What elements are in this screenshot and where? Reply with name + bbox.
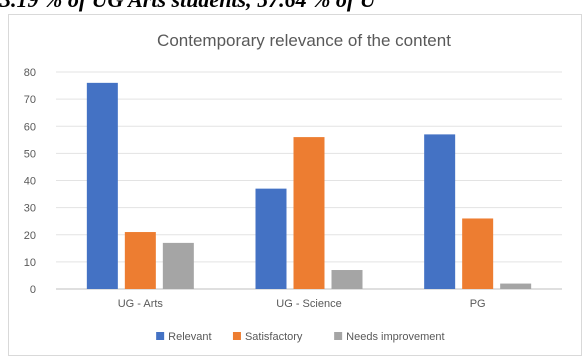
y-tick-label: 30 bbox=[24, 203, 36, 215]
legend-swatch bbox=[156, 332, 165, 340]
bar bbox=[124, 232, 156, 289]
legend: Relevant Satisfactory Needs improvement bbox=[156, 331, 445, 343]
y-tick-label: 10 bbox=[24, 257, 36, 269]
bar bbox=[462, 218, 494, 289]
bar bbox=[293, 137, 325, 289]
bar bbox=[86, 82, 118, 289]
chart-title: Contemporary relevance of the content bbox=[157, 31, 451, 50]
legend-swatch bbox=[232, 332, 241, 340]
y-tick-label: 20 bbox=[24, 230, 36, 242]
y-axis-ticks: 0 10 20 30 40 50 60 70 80 bbox=[24, 67, 36, 296]
y-tick-label: 40 bbox=[24, 176, 36, 188]
y-tick-label: 60 bbox=[24, 121, 36, 133]
legend-label: Relevant bbox=[168, 331, 211, 343]
bar bbox=[255, 188, 287, 289]
x-tick-label: UG - Science bbox=[276, 298, 341, 310]
bars bbox=[86, 82, 532, 289]
y-tick-label: 80 bbox=[24, 67, 36, 79]
x-axis-ticks: UG - Arts UG - Science PG bbox=[118, 298, 486, 310]
legend-label: Needs improvement bbox=[346, 331, 444, 343]
bar bbox=[331, 270, 363, 289]
x-tick-label: UG - Arts bbox=[118, 298, 164, 310]
x-tick-label: PG bbox=[470, 298, 486, 310]
y-tick-label: 0 bbox=[30, 284, 36, 296]
bar bbox=[162, 242, 194, 289]
document-header-text: 3.19 % of UG Arts students, 57.64 % of U bbox=[0, 0, 585, 14]
bar bbox=[424, 134, 456, 289]
y-tick-label: 70 bbox=[24, 94, 36, 106]
y-tick-label: 50 bbox=[24, 148, 36, 160]
legend-swatch bbox=[334, 332, 343, 340]
legend-label: Satisfactory bbox=[245, 331, 303, 343]
bar bbox=[500, 283, 532, 289]
